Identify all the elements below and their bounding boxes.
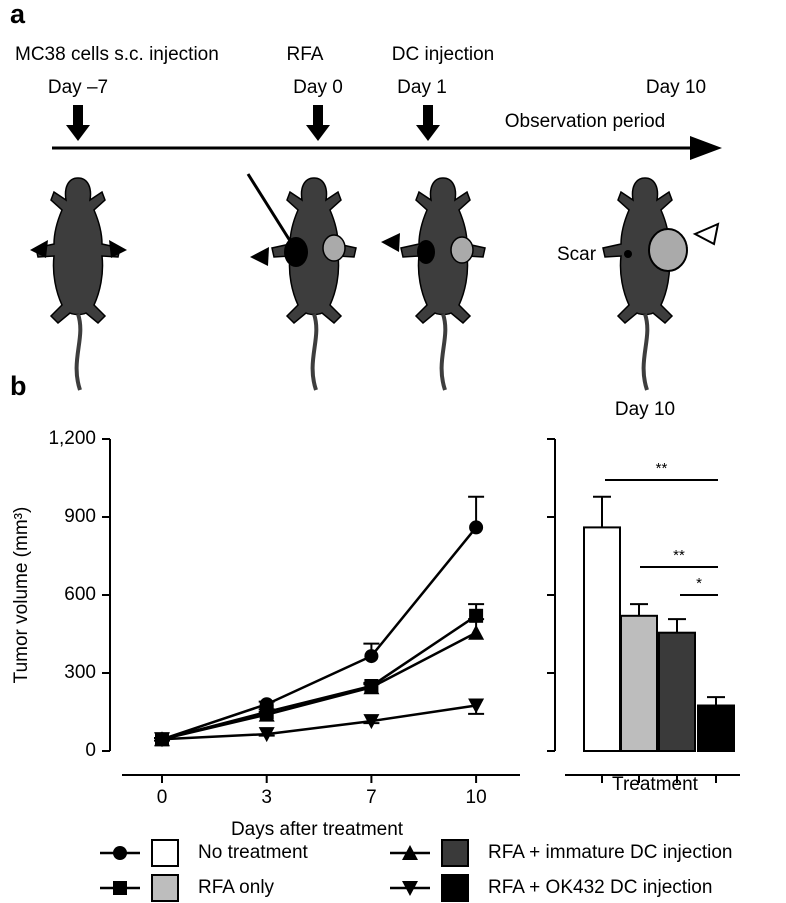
event-label: MC38 cells s.c. injection	[15, 44, 219, 65]
significance-label: *	[696, 575, 702, 592]
tumor-arrowhead	[250, 247, 269, 266]
significance-label: **	[656, 460, 668, 477]
legend-item: RFA + OK432 DC injection	[390, 874, 712, 902]
x-axis-label: Treatment	[612, 774, 699, 795]
tumor-arrowhead	[109, 240, 127, 258]
legend-swatch	[151, 839, 179, 867]
legend-label: RFA + immature DC injection	[488, 842, 732, 863]
treated-tumor	[284, 237, 308, 267]
legend-swatch	[151, 874, 179, 902]
marker	[469, 520, 484, 535]
series-line	[161, 704, 477, 741]
bar	[583, 526, 621, 753]
legend-item: RFA + immature DC injection	[390, 839, 732, 867]
x-tick-label: 3	[261, 787, 272, 808]
y-tick-label: 600	[64, 584, 96, 605]
tumor-arrowhead	[30, 240, 48, 258]
legend-marker	[113, 881, 127, 895]
event-day: Day 1	[397, 77, 447, 98]
timeline-arrowhead	[690, 136, 722, 160]
x-tick-label: 10	[466, 787, 487, 808]
marker	[363, 714, 380, 730]
series-line	[161, 614, 477, 741]
tumor	[648, 228, 688, 272]
tumor-arrowhead	[381, 233, 400, 252]
marker	[468, 698, 485, 714]
event-day: Day 0	[293, 77, 343, 98]
tumor	[322, 234, 346, 262]
legend-label: No treatment	[198, 842, 309, 863]
marker	[363, 679, 380, 695]
rfa-needle	[246, 173, 294, 245]
y-tick-label: 1,200	[48, 428, 96, 449]
x-axis-label: Days after treatment	[231, 819, 404, 840]
bar	[620, 614, 658, 752]
mouse	[399, 176, 487, 392]
marker	[258, 727, 275, 743]
event-label: DC injection	[392, 44, 494, 65]
treated-tumor	[417, 240, 435, 264]
scar-label: Scar	[557, 244, 597, 265]
event-arrow	[416, 105, 440, 141]
marker	[364, 649, 379, 664]
legend-label: RFA + OK432 DC injection	[488, 877, 712, 898]
legend-marker	[402, 881, 418, 896]
scar	[624, 250, 632, 258]
x-tick-label: 7	[366, 787, 377, 808]
event-day: Day 10	[646, 77, 706, 98]
legend-item: RFA only	[100, 874, 275, 902]
marker	[258, 706, 275, 722]
marker	[154, 732, 170, 748]
bar	[697, 704, 735, 752]
legend-marker	[113, 846, 127, 860]
tumor-arrowhead	[692, 222, 720, 246]
bar	[658, 631, 696, 753]
event-arrows	[66, 105, 440, 141]
y-tick-label: 0	[85, 740, 96, 761]
mouse	[270, 176, 358, 392]
panel-label: b	[10, 371, 27, 401]
legend-marker	[402, 845, 418, 860]
event-label: RFA	[287, 44, 324, 65]
event-day: Day –7	[48, 77, 108, 98]
mouse	[601, 176, 689, 392]
significance-label: **	[673, 547, 685, 564]
legend-label: RFA only	[198, 877, 275, 898]
legend-swatch	[441, 874, 469, 902]
mouse	[34, 176, 122, 392]
marker	[468, 624, 485, 640]
period-label: Observation period	[505, 111, 666, 132]
tumor	[450, 236, 474, 264]
x-tick-label: 0	[157, 787, 168, 808]
legend-item: No treatment	[100, 839, 309, 867]
series-line	[161, 631, 477, 741]
series-line	[161, 526, 478, 741]
chart-title: Day 10	[615, 399, 675, 420]
y-tick-label: 300	[64, 662, 96, 683]
y-tick-label: 900	[64, 506, 96, 527]
event-arrow	[66, 105, 90, 141]
y-axis-label: Tumor volume (mm³)	[11, 507, 32, 684]
event-arrow	[306, 105, 330, 141]
legend-swatch	[441, 839, 469, 867]
panel-label: a	[10, 0, 26, 29]
